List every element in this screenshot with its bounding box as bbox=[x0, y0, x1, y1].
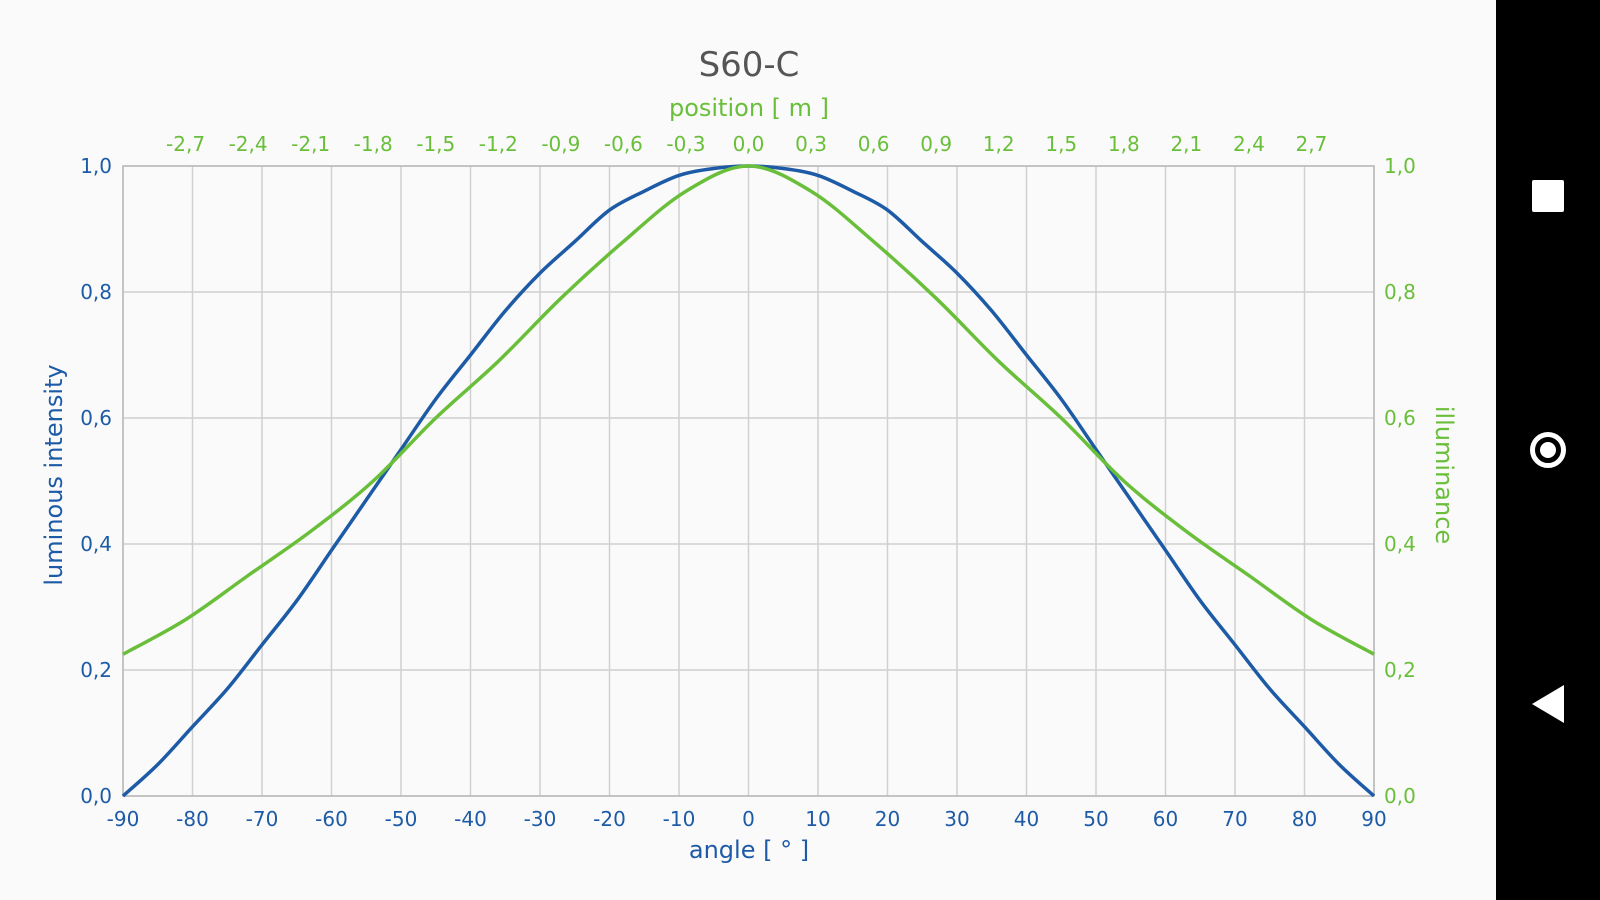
tick-labels: -90 -80 -70 -60 -50 -40 -30 -20 -10 0 10 20 30 40 50 60… bbox=[80, 132, 1416, 831]
x-tick-label: 70 bbox=[1222, 807, 1247, 831]
x-tick-label: 50 bbox=[1083, 807, 1108, 831]
x2-tick-label: 2,1 bbox=[1170, 132, 1202, 156]
x2-tick-label: 1,2 bbox=[983, 132, 1015, 156]
y-tick-label: 0,6 bbox=[80, 406, 112, 430]
back-button[interactable] bbox=[1516, 672, 1580, 736]
y-tick-label: 0,0 bbox=[80, 784, 112, 808]
y2-tick-label: 0,6 bbox=[1384, 406, 1416, 430]
x-tick-label: -30 bbox=[524, 807, 557, 831]
chart-title: S60-C bbox=[699, 45, 800, 85]
y2-tick-label: 0,0 bbox=[1384, 784, 1416, 808]
x2-tick-label: 0,3 bbox=[795, 132, 827, 156]
y-tick-label: 0,8 bbox=[80, 280, 112, 304]
x2-tick-label: -1,8 bbox=[354, 132, 393, 156]
x-tick-label: 40 bbox=[1014, 807, 1039, 831]
y-tick-label: 1,0 bbox=[80, 154, 112, 178]
series-lines bbox=[121, 164, 1376, 798]
x2-tick-label: -0,3 bbox=[666, 132, 705, 156]
x2-tick-label: -2,4 bbox=[229, 132, 268, 156]
y2-tick-label: 0,2 bbox=[1384, 658, 1416, 682]
y2-tick-label: 1,0 bbox=[1384, 154, 1416, 178]
y-tick-label: 0,4 bbox=[80, 532, 112, 556]
x2-tick-label: 0,0 bbox=[733, 132, 765, 156]
x-tick-label: -60 bbox=[315, 807, 348, 831]
x2-tick-label: 1,8 bbox=[1108, 132, 1140, 156]
x-tick-label: 20 bbox=[875, 807, 900, 831]
x-tick-label: 90 bbox=[1361, 807, 1386, 831]
x2-tick-label: 1,5 bbox=[1045, 132, 1077, 156]
x-tick-label: -10 bbox=[663, 807, 696, 831]
x2-tick-label: 0,9 bbox=[920, 132, 952, 156]
x-tick-label: 80 bbox=[1292, 807, 1317, 831]
x-tick-label: 10 bbox=[805, 807, 830, 831]
bottom-axis-label: angle [ ° ] bbox=[689, 836, 809, 864]
grid-lines bbox=[122, 165, 1375, 797]
x2-tick-label: -0,9 bbox=[541, 132, 580, 156]
navigation-bar bbox=[1496, 0, 1600, 900]
y2-tick-label: 0,4 bbox=[1384, 532, 1416, 556]
chart-area: S60-C position [ m ] angle [ ° ] luminou… bbox=[40, 45, 1458, 864]
top-axis-label: position [ m ] bbox=[669, 94, 829, 122]
right-axis-label: illuminance bbox=[1430, 406, 1458, 544]
x2-tick-label: 0,6 bbox=[858, 132, 890, 156]
illuminance-line bbox=[122, 164, 1375, 656]
triangle-back-icon bbox=[1532, 685, 1564, 723]
chart-svg: S60-C position [ m ] angle [ ° ] luminou… bbox=[40, 45, 1458, 864]
x-tick-label: -20 bbox=[593, 807, 626, 831]
x2-tick-label: -2,1 bbox=[291, 132, 330, 156]
x-tick-label: -80 bbox=[176, 807, 209, 831]
x-tick-label: 30 bbox=[944, 807, 969, 831]
x2-tick-label: 2,4 bbox=[1233, 132, 1265, 156]
x-tick-label: -70 bbox=[246, 807, 279, 831]
square-recents-icon bbox=[1532, 180, 1564, 212]
x-tick-label: -40 bbox=[454, 807, 487, 831]
recents-button[interactable] bbox=[1516, 164, 1580, 228]
x2-tick-label: 2,7 bbox=[1296, 132, 1328, 156]
x-tick-label: 0 bbox=[742, 807, 755, 831]
x2-tick-label: -2,7 bbox=[166, 132, 205, 156]
circle-home-icon bbox=[1530, 432, 1566, 468]
y2-tick-label: 0,8 bbox=[1384, 280, 1416, 304]
x2-tick-label: -0,6 bbox=[604, 132, 643, 156]
home-button[interactable] bbox=[1516, 418, 1580, 482]
x2-tick-label: -1,5 bbox=[416, 132, 455, 156]
x2-tick-label: -1,2 bbox=[479, 132, 518, 156]
y-tick-label: 0,2 bbox=[80, 658, 112, 682]
x-tick-label: 60 bbox=[1153, 807, 1178, 831]
x-tick-label: -90 bbox=[107, 807, 140, 831]
left-axis-label: luminous intensity bbox=[40, 364, 68, 585]
x-tick-label: -50 bbox=[385, 807, 418, 831]
